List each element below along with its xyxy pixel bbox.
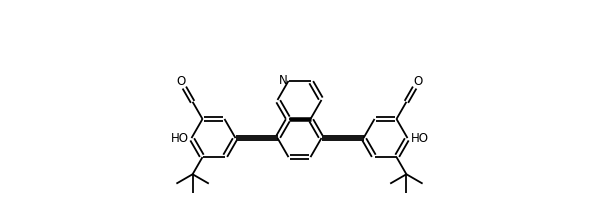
Text: HO: HO bbox=[410, 131, 428, 144]
Text: N: N bbox=[279, 74, 288, 87]
Text: HO: HO bbox=[171, 131, 189, 144]
Text: O: O bbox=[413, 75, 422, 88]
Text: O: O bbox=[177, 75, 186, 88]
